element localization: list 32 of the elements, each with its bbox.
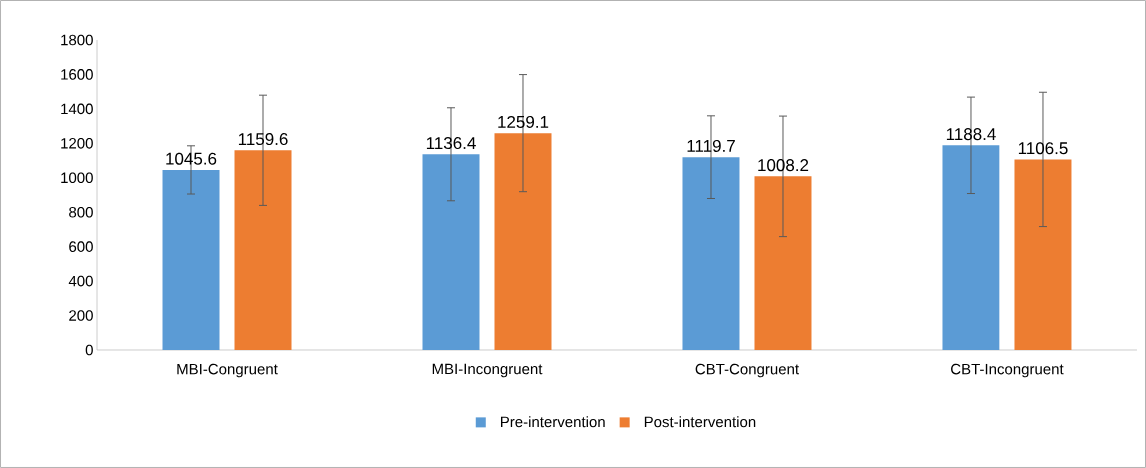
- y-tick-label: 200: [69, 310, 93, 321]
- x-tick-label: MBI-Congruent: [177, 363, 278, 378]
- data-label: 1008.2: [758, 159, 809, 172]
- x-tick-label: CBT-Incongruent: [951, 363, 1064, 378]
- x-tick-label: CBT-Congruent: [695, 363, 799, 378]
- y-tick-label: 1200: [61, 138, 93, 149]
- y-tick-label: 1000: [61, 172, 93, 184]
- y-tick-label: 1400: [61, 103, 93, 115]
- data-label: 1136.4: [426, 137, 476, 150]
- bar: [494, 133, 552, 350]
- y-tick-label: 1800: [61, 34, 93, 46]
- data-label: 1106.5: [1018, 142, 1068, 155]
- bar: [162, 169, 220, 350]
- bar: [422, 154, 480, 350]
- y-tick-label: 600: [69, 241, 93, 252]
- data-label: 1045.6: [166, 152, 217, 165]
- x-tick-label: MBI-Incongruent: [432, 363, 543, 378]
- y-tick-label: 800: [69, 206, 93, 218]
- data-label: 1119.7: [687, 139, 735, 152]
- y-tick-label: 1600: [61, 69, 93, 80]
- bar: [234, 150, 292, 350]
- bar: [682, 157, 740, 350]
- bar: [1014, 159, 1072, 350]
- y-tick-label: 0: [85, 344, 93, 356]
- legend-label: Pre-intervention: [500, 416, 605, 428]
- legend-label: Post-intervention: [644, 416, 756, 428]
- y-tick-label: 400: [68, 275, 93, 287]
- data-label: 1259.1: [498, 115, 549, 128]
- bar: [754, 176, 812, 350]
- data-label: 1159.6: [238, 133, 288, 146]
- data-label: 1188.4: [946, 128, 996, 141]
- bar: [942, 145, 1000, 350]
